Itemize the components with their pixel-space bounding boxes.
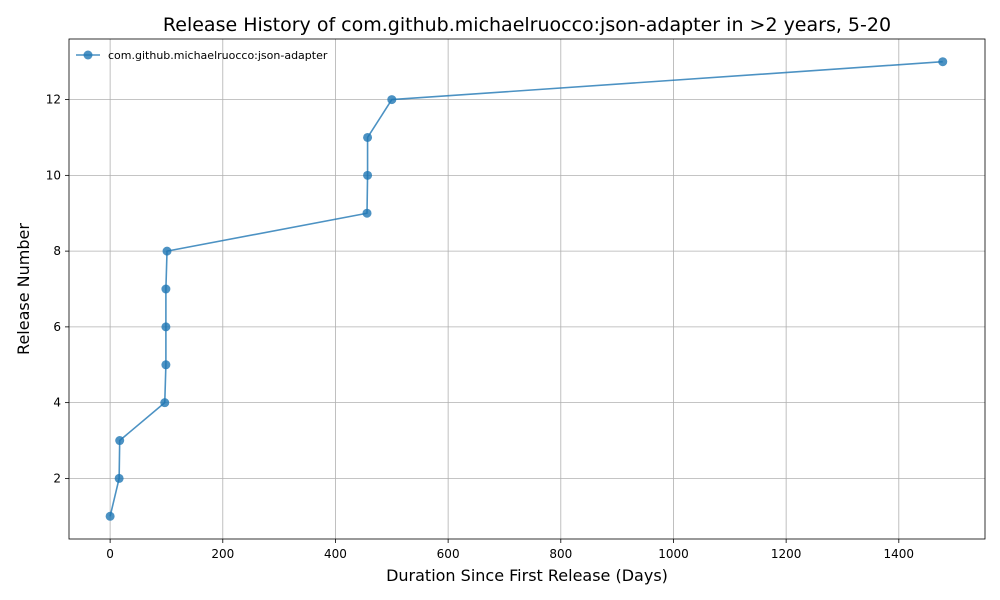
x-axis-ticks: 0 200 400 600 800 1000 1200 1400 xyxy=(106,539,914,561)
series-layer xyxy=(105,57,948,521)
chart-title: Release History of com.github.michaelruo… xyxy=(163,14,891,36)
y-tick-label: 6 xyxy=(53,320,61,334)
y-tick-label: 2 xyxy=(53,471,61,485)
x-tick-label: 0 xyxy=(106,547,114,561)
grid xyxy=(69,39,985,539)
legend-label: com.github.michaelruocco:json-adapter xyxy=(108,49,328,62)
data-point xyxy=(363,132,373,142)
x-tick-label: 1000 xyxy=(658,547,689,561)
data-point xyxy=(161,322,171,332)
data-point xyxy=(161,360,171,370)
legend: com.github.michaelruocco:json-adapter xyxy=(76,49,328,62)
y-tick-label: 12 xyxy=(46,93,61,107)
data-point xyxy=(105,511,115,521)
legend-marker-icon xyxy=(83,50,93,60)
data-point xyxy=(114,473,124,483)
x-tick-label: 1400 xyxy=(884,547,915,561)
plot-area-frame xyxy=(68,38,986,540)
data-point xyxy=(115,436,125,446)
x-tick-label: 200 xyxy=(211,547,234,561)
y-tick-label: 10 xyxy=(46,168,61,182)
x-tick-label: 800 xyxy=(549,547,572,561)
x-tick-label: 600 xyxy=(437,547,460,561)
x-axis-label: Duration Since First Release (Days) xyxy=(386,566,668,585)
x-tick-label: 400 xyxy=(324,547,347,561)
y-tick-label: 4 xyxy=(53,396,61,410)
y-axis-ticks: 2 4 6 8 10 12 xyxy=(46,93,69,485)
series-line xyxy=(109,60,943,517)
data-point xyxy=(161,284,171,294)
data-point xyxy=(162,246,172,256)
data-point xyxy=(362,208,372,218)
data-point xyxy=(363,170,373,180)
y-axis-label: Release Number xyxy=(14,223,33,355)
y-tick-label: 8 xyxy=(53,244,61,258)
data-point xyxy=(160,398,170,408)
data-point xyxy=(387,95,397,105)
data-point xyxy=(938,57,948,67)
x-tick-label: 1200 xyxy=(771,547,802,561)
